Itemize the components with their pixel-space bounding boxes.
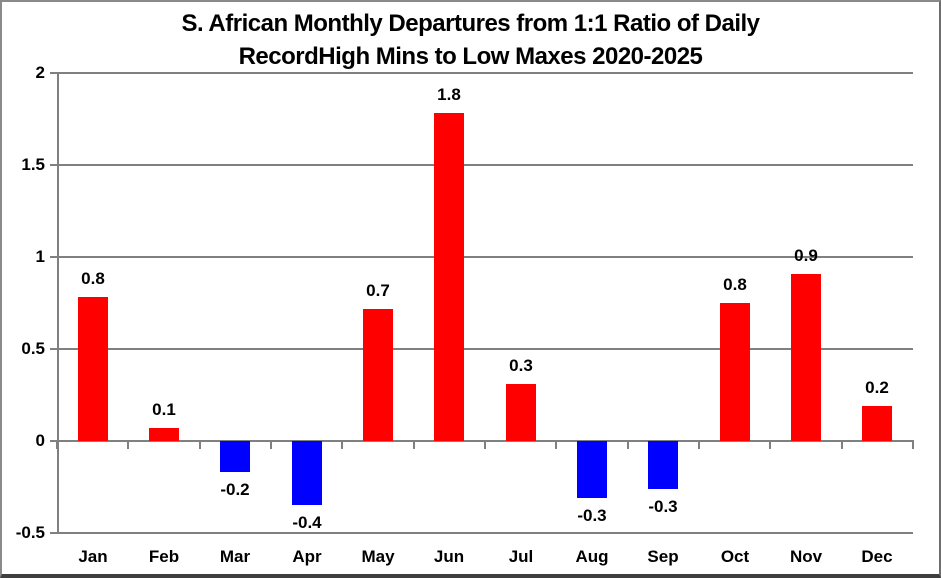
- y-axis-tick-label: 2: [35, 63, 45, 82]
- data-label-nov: 0.9: [794, 246, 818, 265]
- data-label-sep: -0.3: [648, 497, 678, 516]
- gridline: [50, 72, 913, 74]
- x-axis-label-oct: Oct: [720, 547, 750, 566]
- plot-area: 0.8 0.1 -0.2 -0.4 0.7 1.8 0.3 -0.3 -0.3 0.8 0.9 0.2: [50, 72, 914, 534]
- x-axis-label-mar: Mar: [219, 547, 251, 566]
- x-axis-tick: [199, 440, 201, 449]
- bar-aug: [577, 441, 607, 498]
- chart-title: S. African Monthly Departures from 1:1 R…: [2, 7, 939, 73]
- data-label-jul: 0.3: [509, 356, 533, 375]
- x-axis-label-sep: Sep: [647, 547, 679, 566]
- data-label-may: 0.7: [366, 281, 390, 300]
- bar-oct: [720, 303, 750, 441]
- x-axis-tick: [841, 440, 843, 449]
- x-axis-label-jan: Jan: [78, 547, 108, 566]
- gridline: [50, 532, 913, 534]
- x-axis-tick: [484, 440, 486, 449]
- data-label-apr: -0.4: [292, 513, 322, 532]
- x-axis-label-nov: Nov: [789, 547, 823, 566]
- bar-sep: [648, 441, 678, 489]
- x-axis-tick: [698, 440, 700, 449]
- x-axis-tick: [127, 440, 129, 449]
- gridline: [50, 256, 913, 258]
- y-axis-line: [57, 73, 59, 533]
- x-axis-tick: [341, 440, 343, 449]
- data-label-mar: -0.2: [220, 480, 250, 499]
- x-axis-label-jul: Jul: [508, 547, 534, 566]
- x-axis-label-may: May: [361, 547, 395, 566]
- bar-nov: [791, 274, 821, 441]
- y-axis-tick-label: 0: [35, 431, 45, 450]
- x-axis-label-jun: Jun: [433, 547, 465, 566]
- bar-jan: [78, 297, 108, 441]
- data-label-dec: 0.2: [865, 378, 889, 397]
- gridline: [50, 348, 913, 350]
- x-axis-tick: [912, 440, 914, 449]
- x-axis-tick: [270, 440, 272, 449]
- x-axis-tick: [627, 440, 629, 449]
- bar-jun: [434, 113, 464, 441]
- x-axis-tick: [769, 440, 771, 449]
- y-axis-tick-label: 1: [35, 247, 45, 266]
- data-label-feb: 0.1: [152, 400, 176, 419]
- y-axis-tick-label: 1.5: [21, 155, 45, 174]
- x-axis-label-dec: Dec: [861, 547, 893, 566]
- x-axis-tick: [56, 440, 58, 449]
- data-label-aug: -0.3: [577, 506, 607, 525]
- bar-mar: [220, 441, 250, 472]
- bar-jul: [506, 384, 536, 441]
- x-axis-label-feb: Feb: [148, 547, 180, 566]
- x-axis-label-aug: Aug: [575, 547, 609, 566]
- data-label-oct: 0.8: [723, 275, 747, 294]
- y-axis-tick-label: -0.5: [15, 523, 45, 542]
- x-axis-tick: [555, 440, 557, 449]
- x-axis-tick: [413, 440, 415, 449]
- bar-apr: [292, 441, 322, 505]
- data-label-jan: 0.8: [81, 269, 105, 288]
- chart-title-line2: RecordHigh Mins to Low Maxes 2020-2025: [238, 43, 703, 70]
- bar-dec: [862, 406, 892, 441]
- bar-may: [363, 309, 393, 441]
- bar-feb: [149, 428, 179, 441]
- gridline: [50, 164, 913, 166]
- data-label-jun: 1.8: [437, 85, 461, 104]
- chart-title-line1: S. African Monthly Departures from 1:1 R…: [181, 10, 760, 37]
- x-axis-label-apr: Apr: [292, 547, 322, 566]
- y-axis-tick-label: 0.5: [21, 339, 45, 358]
